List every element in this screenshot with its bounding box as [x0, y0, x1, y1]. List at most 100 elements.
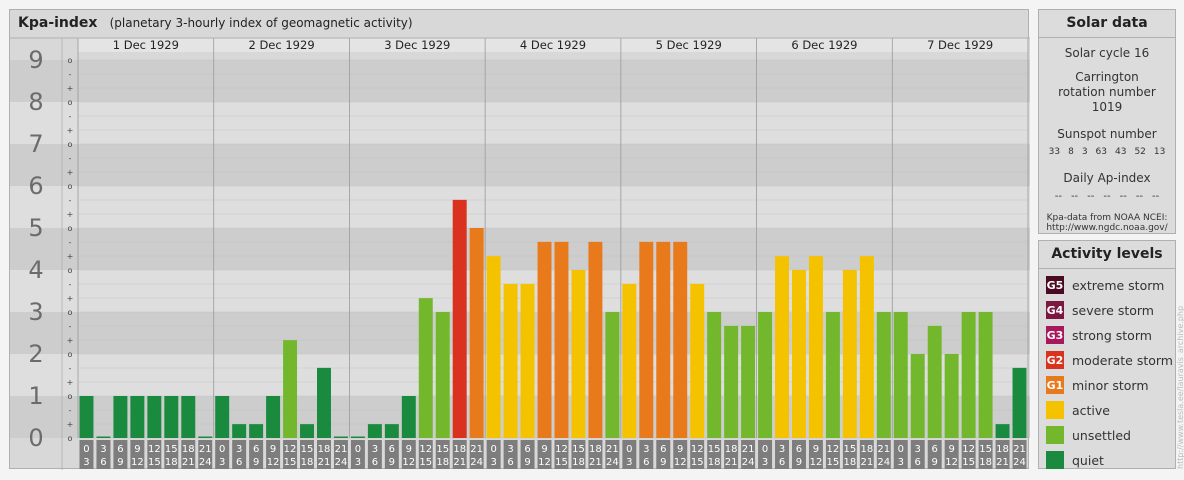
interval-cell — [333, 440, 348, 469]
interval-cell — [401, 440, 416, 469]
activity-level-item: active — [1046, 400, 1175, 420]
interval-start-label: 12 — [284, 444, 297, 455]
interval-end-label: 18 — [844, 457, 857, 468]
interval-end-label: 12 — [674, 457, 687, 468]
interval-cell — [198, 440, 213, 469]
kp-bar — [1012, 367, 1027, 438]
y-tick-label: 8 — [28, 88, 43, 116]
interval-cell — [893, 440, 908, 469]
source-note: Kpa-data from NOAA NCEI: http://www.ngdc… — [1039, 213, 1175, 233]
y-subtick-label: o — [68, 224, 73, 233]
chart-subtitle: (planetary 3-hourly index of geomagnetic… — [109, 16, 413, 30]
interval-cell — [588, 440, 603, 469]
interval-start-label: 0 — [898, 444, 904, 455]
sunspot-value: 43 — [1115, 147, 1127, 157]
solar-data-panel: Solar data Solar cycle 16 Carrington rot… — [1038, 9, 1176, 234]
y-subtick-label: + — [67, 84, 74, 93]
interval-cell — [673, 440, 688, 469]
activity-level-item: G2 moderate storm — [1046, 350, 1175, 370]
activity-level-swatch: G2 — [1046, 351, 1064, 369]
interval-cell — [944, 440, 959, 469]
interval-cell — [300, 440, 314, 469]
y-tick-label: 1 — [28, 382, 43, 410]
interval-end-label: 21 — [860, 457, 873, 468]
interval-cell — [418, 440, 433, 469]
interval-start-label: 15 — [708, 444, 721, 455]
interval-end-label: 18 — [572, 457, 585, 468]
y-subtick-label: o — [68, 434, 73, 443]
interval-end-label: 15 — [555, 457, 568, 468]
y-subtick-label: - — [69, 364, 72, 373]
interval-end-label: 3 — [83, 457, 89, 468]
interval-end-label: 6 — [507, 457, 513, 468]
sunspot-values: 33 8 3 63 43 52 13 — [1039, 147, 1175, 157]
interval-start-label: 0 — [83, 444, 89, 455]
kp-bar — [130, 396, 145, 438]
activity-level-label: minor storm — [1072, 377, 1149, 393]
interval-start-label: 3 — [915, 444, 921, 455]
activity-level-swatch — [1046, 401, 1064, 419]
interval-cell — [961, 440, 976, 469]
sunspot-value: 33 — [1048, 147, 1061, 157]
interval-start-label: 6 — [796, 444, 802, 455]
kp-bar — [758, 312, 773, 438]
interval-cell — [266, 440, 281, 469]
interval-start-label: 18 — [860, 444, 873, 455]
sunspot-value: 52 — [1134, 147, 1146, 157]
y-tick-label: 5 — [28, 214, 43, 242]
interval-end-label: 18 — [436, 457, 449, 468]
kp-bar — [435, 312, 450, 438]
kp-bar — [808, 256, 823, 438]
activity-level-item: G4 severe storm — [1046, 300, 1175, 320]
interval-end-label: 18 — [301, 457, 314, 468]
interval-start-label: 15 — [572, 444, 585, 455]
kp-bar — [520, 283, 535, 438]
interval-start-label: 3 — [100, 444, 106, 455]
interval-cell — [639, 440, 654, 469]
interval-end-label: 24 — [1013, 457, 1026, 468]
ap-value: -- — [1135, 191, 1144, 202]
sunspot-value: 63 — [1095, 147, 1107, 157]
interval-start-label: 0 — [762, 444, 768, 455]
interval-end-label: 3 — [355, 457, 361, 468]
interval-cell — [384, 440, 399, 469]
interval-end-label: 9 — [389, 457, 395, 468]
day-label: 5 Dec 1929 — [656, 38, 722, 52]
interval-end-label: 15 — [148, 457, 161, 468]
kp-bar — [961, 312, 976, 438]
interval-start-label: 12 — [555, 444, 568, 455]
interval-cell — [605, 440, 620, 469]
interval-end-label: 24 — [606, 457, 619, 468]
interval-end-label: 24 — [470, 457, 483, 468]
kp-bar — [792, 270, 806, 438]
kp-bar — [995, 424, 1010, 438]
kp-bar — [469, 228, 484, 438]
interval-start-label: 21 — [199, 444, 212, 455]
day-label: 6 Dec 1929 — [791, 38, 857, 52]
kp-bar — [147, 396, 162, 438]
activity-level-swatch — [1046, 426, 1064, 444]
y-tick-label: 4 — [28, 256, 43, 284]
activity-level-item: G5 extreme storm — [1046, 275, 1175, 295]
interval-start-label: 9 — [677, 444, 683, 455]
sunspot-label: Sunspot number — [1057, 127, 1157, 141]
kp-bar — [486, 256, 501, 438]
interval-start-label: 9 — [270, 444, 276, 455]
interval-cell — [758, 440, 773, 469]
kp-band — [10, 186, 1030, 228]
kp-bar — [910, 354, 925, 438]
interval-end-label: 12 — [810, 457, 823, 468]
chart-header: Kpa-index (planetary 3-hourly index of g… — [18, 15, 413, 31]
interval-end-label: 3 — [219, 457, 225, 468]
source-line-2: http://www.ngdc.noaa.gov/ — [1046, 223, 1168, 233]
kp-bar — [639, 241, 654, 438]
interval-cell — [79, 440, 94, 469]
y-tick-label: 2 — [28, 340, 43, 368]
kp-bar — [367, 424, 382, 438]
solar-data-title: Solar data — [1039, 10, 1175, 38]
interval-cell — [317, 440, 331, 469]
interval-end-label: 12 — [267, 457, 280, 468]
activity-levels-panel: Activity levels G5 extreme storm G4 severe … — [1038, 240, 1176, 469]
y-subtick-label: + — [67, 210, 74, 219]
activity-level-swatch: G4 — [1046, 301, 1064, 319]
